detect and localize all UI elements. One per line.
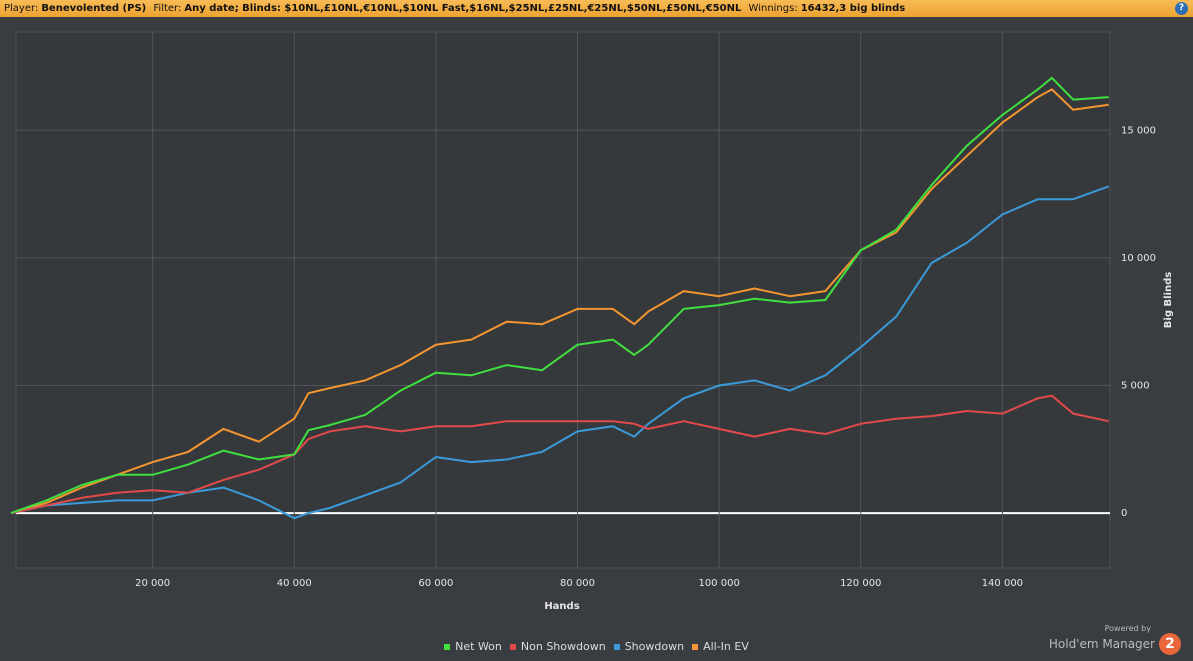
label: Winnings: <box>748 3 798 14</box>
y-tick-label: 15 000 <box>1121 125 1156 136</box>
product: Hold'em Manager <box>1048 637 1155 651</box>
legend-swatch <box>444 644 451 650</box>
y-tick-label: 0 <box>1121 508 1127 519</box>
x-tick-label: 120 000 <box>840 578 881 589</box>
legend-label: Net Won <box>455 640 502 653</box>
series-line <box>10 76 1109 515</box>
header-bar: Player: Benevolented (PS) Filter: Any date… <box>0 0 1193 17</box>
legend-item[interactable]: Showdown <box>613 640 685 653</box>
series-line <box>10 394 1109 515</box>
legend-item[interactable]: Non Showdown <box>509 640 606 653</box>
powered-by: Powered by <box>1104 624 1151 633</box>
winnings: 16432,3 big blinds <box>800 3 906 14</box>
legend-swatch <box>692 644 699 650</box>
y-tick-label: 5 000 <box>1121 381 1150 392</box>
legend-label: Non Showdown <box>520 640 606 653</box>
series-line <box>10 185 1109 520</box>
legend-item[interactable]: All-In EV <box>692 640 749 653</box>
legend-swatch <box>613 644 620 650</box>
legend-label: Showdown <box>624 640 685 653</box>
y-axis-label: Big Blinds <box>1163 272 1174 328</box>
branding: Powered by Hold'em Manager 2 <box>1049 624 1181 655</box>
x-tick-label: 20 000 <box>135 578 170 589</box>
x-tick-label: 80 000 <box>560 578 595 589</box>
chart: Hands Big Blinds 0 5 000 10 000 15 000 20 00… <box>10 31 1174 612</box>
series-line <box>10 88 1109 515</box>
legend-label: All-In EV <box>703 640 749 653</box>
x-axis-label: Hands <box>544 601 579 612</box>
label: Filter: <box>153 3 182 14</box>
x-tick-label: 60 000 <box>418 578 453 589</box>
plot-area <box>15 31 1111 569</box>
logo: 2 <box>1159 633 1181 655</box>
legend-item[interactable]: Net Won <box>444 640 502 653</box>
help-button[interactable]: ? <box>1175 2 1188 15</box>
label: Player: <box>4 3 39 14</box>
x-tick-label: 100 000 <box>698 578 739 589</box>
legend: Net Won Non Showdown Showdown All-In EV <box>0 640 1193 653</box>
player: Benevolented (PS) <box>41 3 147 14</box>
filter: Any date; Blinds: $10NL,£10NL,€10NL,$10N… <box>184 3 742 14</box>
legend-swatch <box>509 644 516 650</box>
x-tick-label: 140 000 <box>982 578 1023 589</box>
x-tick-label: 40 000 <box>277 578 312 589</box>
y-tick-label: 10 000 <box>1121 253 1156 264</box>
